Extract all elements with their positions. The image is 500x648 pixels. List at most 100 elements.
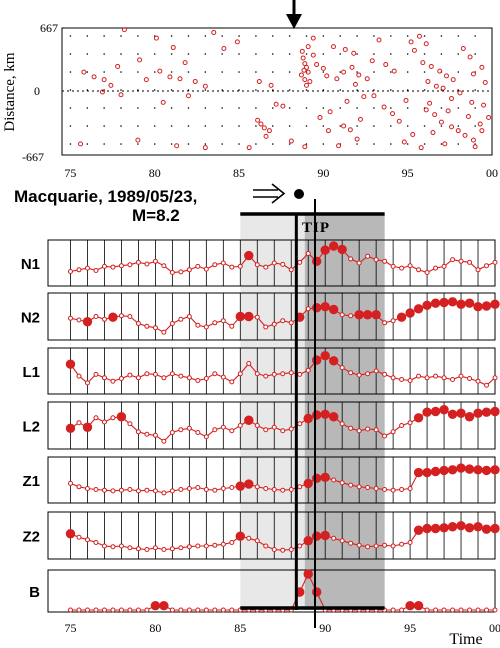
grid-dot [373, 89, 375, 91]
series-point [399, 377, 405, 382]
grid-dot [238, 107, 240, 109]
series-point [76, 373, 82, 379]
grid-dot [288, 35, 291, 37]
scatter-point [347, 127, 353, 133]
grid-dot [238, 71, 240, 73]
series-point [186, 544, 192, 550]
series-point [212, 371, 218, 377]
scatter-point [174, 143, 180, 149]
grid-dot [390, 89, 392, 91]
series-point-large [473, 465, 483, 475]
grid-dot [170, 35, 173, 37]
series-point [348, 540, 354, 546]
series-point [118, 487, 124, 493]
grid-dot [305, 125, 308, 127]
grid-dot [137, 143, 139, 145]
series-point [161, 438, 167, 444]
series-point [212, 487, 218, 493]
scatter-point [304, 64, 310, 70]
series-point-large [490, 523, 500, 534]
series-point [407, 420, 413, 426]
series-point-large [456, 408, 466, 418]
series-point-large [430, 406, 441, 417]
series-point [195, 543, 201, 549]
series-point [390, 375, 396, 381]
series-point [220, 374, 226, 380]
panel-label: N1 [21, 256, 40, 273]
grid-dot [339, 125, 342, 127]
panel-frame [47, 511, 496, 560]
panel-frame [47, 347, 496, 395]
grid-dot [69, 143, 72, 145]
scatter-point [401, 139, 407, 145]
panel-l1: L1 [22, 347, 498, 395]
series-point-large [439, 297, 449, 308]
scatter-point [418, 145, 424, 151]
chart-subtitle: M=8.2 [132, 206, 180, 225]
series-point [93, 267, 99, 273]
time-x-ticks: 75 80 85 90 95 00 [64, 621, 500, 635]
scatter-point [327, 109, 333, 115]
grid-dot [440, 53, 443, 55]
grid-dot [103, 107, 105, 109]
series-point [161, 547, 167, 552]
grid-dot [255, 107, 257, 109]
scatter-point [425, 79, 431, 85]
grid-dot [137, 71, 139, 73]
tip-label: TIP [302, 220, 330, 236]
series-point [263, 264, 269, 270]
grid-dot [474, 35, 476, 37]
grid-dot [120, 71, 122, 73]
series-point-large [244, 415, 254, 425]
series-point [373, 257, 379, 263]
scatter-point [445, 108, 451, 114]
grid-dot [339, 35, 342, 37]
scatter-point [376, 37, 382, 43]
series-point-large [159, 600, 169, 611]
grid-dot [86, 107, 89, 109]
scatter-point [108, 82, 114, 88]
grid-dot [373, 71, 375, 73]
grid-dot [322, 53, 325, 55]
grid-dot [271, 53, 274, 55]
scatter-x-tick-label: 90 [317, 166, 329, 180]
double-arrow-icon [253, 183, 286, 204]
x-axis-label: Time [449, 631, 482, 648]
series-point [127, 262, 133, 268]
scatter-grid [69, 35, 476, 145]
scatter-point [211, 29, 217, 35]
grid-dot [305, 35, 308, 37]
series-point [373, 368, 379, 374]
grid-dot [339, 53, 342, 55]
scatter-point [300, 55, 306, 61]
series-point-large [464, 412, 475, 422]
series-point-large [490, 406, 500, 417]
scatter-point [423, 41, 429, 47]
series-point [203, 324, 209, 330]
series-point-large [235, 311, 245, 322]
scatter-point [202, 145, 208, 151]
series-point-large [464, 464, 475, 474]
earthquake-marker [294, 189, 304, 199]
scatter-point [202, 83, 208, 89]
panel-frame [47, 401, 496, 450]
series-point [229, 540, 235, 545]
series-point [84, 537, 90, 543]
grid-dot [204, 89, 207, 91]
grid-dot [120, 53, 122, 55]
scatter-point [310, 52, 316, 58]
scatter-point [457, 90, 463, 96]
grid-dot [69, 107, 72, 109]
grid-dot [288, 143, 291, 145]
scatter-point [354, 136, 360, 142]
series-point [152, 488, 158, 494]
grid-dot [339, 71, 342, 73]
scatter-point [371, 93, 377, 99]
time-tick-label: 00 [489, 621, 500, 635]
series-point [382, 433, 388, 439]
scatter-point [341, 69, 347, 75]
series-point [399, 607, 405, 613]
series-point-large [65, 359, 76, 369]
series-point [144, 547, 150, 552]
series-point [101, 607, 107, 613]
